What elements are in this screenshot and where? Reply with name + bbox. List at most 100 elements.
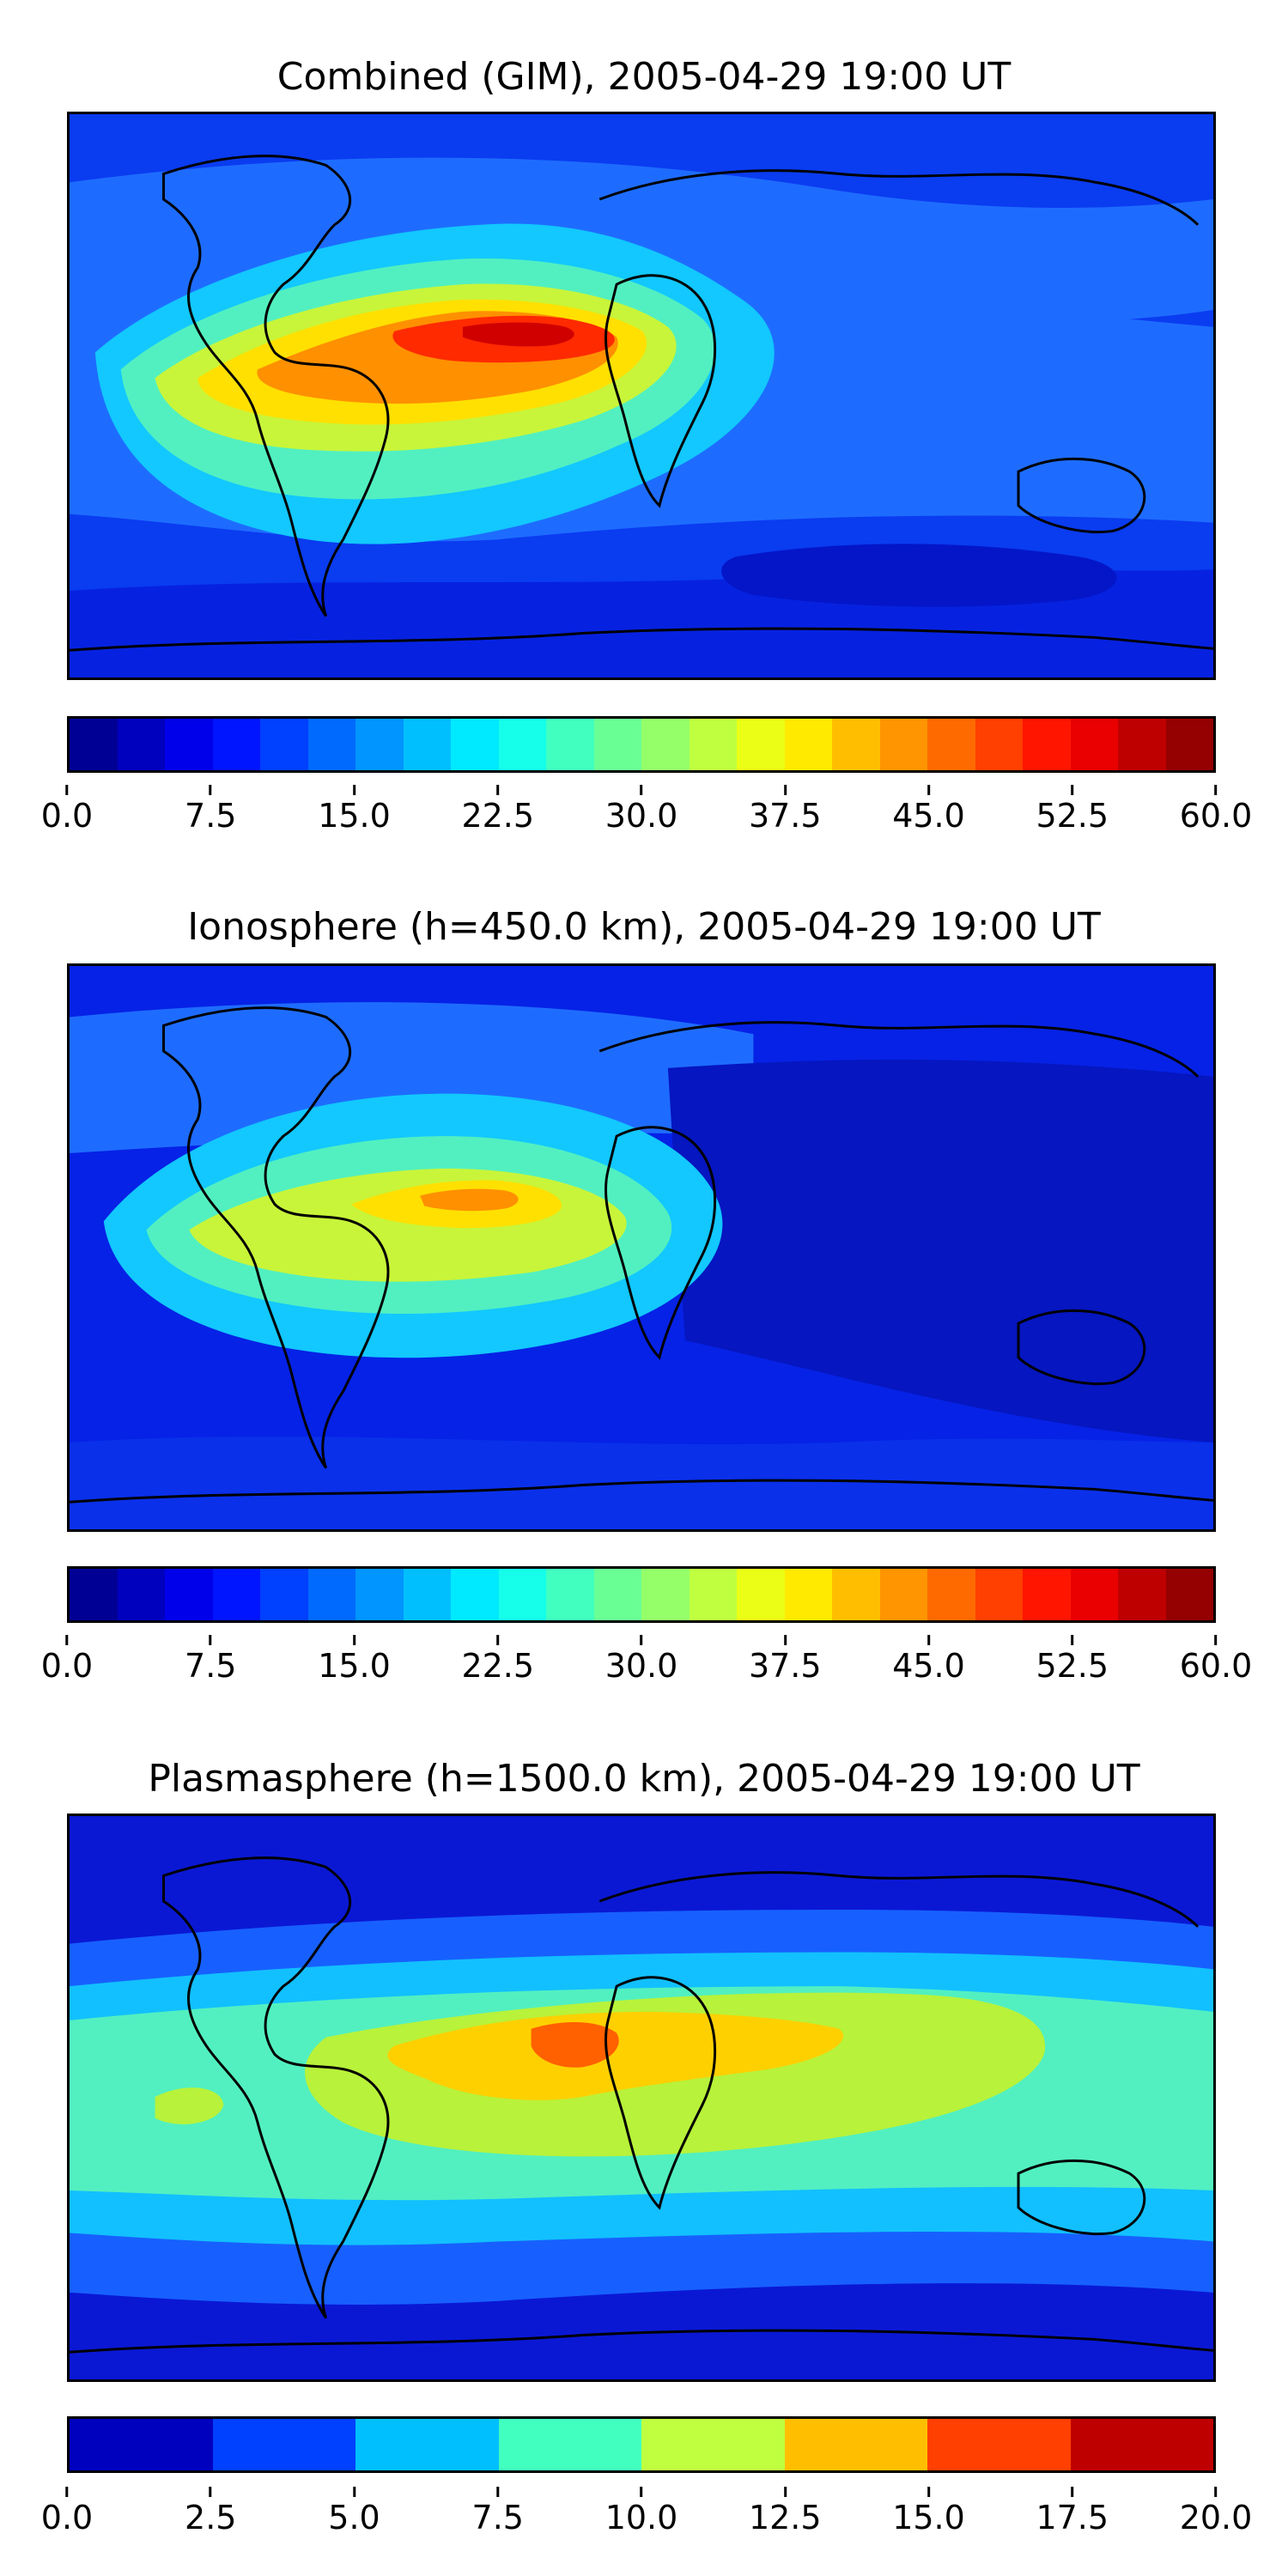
colorbar-ticks: 0.0 2.5 5.0 7.5 10.0 12.5 15.0 17.5 20.0 <box>41 2499 1253 2550</box>
coastline-eurasia <box>598 169 1200 226</box>
colorbar-tick-label: 22.5 <box>461 797 535 835</box>
coastline-americas <box>162 1006 390 1469</box>
colorbar-tick-label: 15.0 <box>318 1647 391 1685</box>
colorbar <box>67 716 1216 773</box>
map-title: Combined (GIM), 2005-04-29 19:00 UT <box>276 55 1012 99</box>
colorbar-segment <box>879 719 927 770</box>
colorbar-segment <box>927 2419 1071 2470</box>
colorbar-tick-label: 7.5 <box>471 2499 524 2537</box>
map-frame <box>67 112 1216 680</box>
colorbar-segment <box>593 719 641 770</box>
coastline-australia <box>1017 2159 1146 2235</box>
colorbar-segment <box>1070 2419 1213 2470</box>
colorbar-tick-label: 52.5 <box>1036 797 1109 835</box>
colorbar-segment <box>165 1569 213 1620</box>
contour-level <box>155 2087 224 2124</box>
colorbar-tick-label: 20.0 <box>1179 2499 1253 2537</box>
colorbar-segment <box>1118 1569 1166 1620</box>
colorbar-segment <box>593 1569 641 1620</box>
coastline-africa <box>605 1126 717 1360</box>
colorbar-tick-label: 0.0 <box>40 1647 94 1685</box>
colorbar-segment <box>403 719 451 770</box>
colorbar-tick-label: 0.0 <box>40 797 94 835</box>
colorbar-segment <box>212 719 260 770</box>
colorbar-segment <box>641 719 690 770</box>
colorbar-segment <box>784 1569 832 1620</box>
colorbar-segment <box>927 1569 975 1620</box>
colorbar-segment <box>1118 719 1166 770</box>
contour-level <box>721 544 1117 607</box>
colorbar-segment <box>117 719 165 770</box>
colorbar-segment <box>784 719 832 770</box>
colorbar-ticks: 0.0 7.5 15.0 22.5 30.0 37.5 45.0 52.5 60.0 <box>41 797 1253 848</box>
coastlines <box>70 155 1213 652</box>
colorbar-tick-label: 5.0 <box>328 2499 380 2537</box>
coastline-africa <box>605 1976 717 2210</box>
colorbar-segment <box>975 1569 1023 1620</box>
coastline-australia <box>1017 457 1146 533</box>
colorbar-tick-label: 12.5 <box>748 2499 822 2537</box>
colorbar-segment <box>212 2419 355 2470</box>
coastline-antarctica <box>70 627 1213 652</box>
colorbar-segment <box>832 1569 880 1620</box>
colorbar-segment <box>927 719 975 770</box>
colorbar-segment <box>1070 719 1118 770</box>
colorbar-segment <box>403 1569 451 1620</box>
coastline-africa <box>605 274 717 508</box>
colorbar-tick-label: 45.0 <box>892 797 965 835</box>
colorbar-segment <box>737 719 785 770</box>
colorbar-tick-label: 37.5 <box>748 797 822 835</box>
colorbar-segment <box>355 2419 499 2470</box>
colorbar-tick-label: 7.5 <box>185 797 237 835</box>
colorbar-segment <box>1070 1569 1118 1620</box>
colorbar-segment <box>70 2419 213 2470</box>
colorbar-tick-label: 37.5 <box>748 1647 822 1685</box>
colorbar-segment <box>70 1569 118 1620</box>
colorbar-segment <box>832 719 880 770</box>
colorbar-segment <box>1165 1569 1213 1620</box>
colorbar-segment <box>879 1569 927 1620</box>
coastline-eurasia <box>598 1021 1200 1078</box>
colorbar-tick-label: 15.0 <box>892 2499 965 2537</box>
colorbar-segment <box>546 719 594 770</box>
colorbar-segment <box>355 719 404 770</box>
colorbar-segment <box>1023 719 1071 770</box>
colorbar-segment <box>498 2419 641 2470</box>
map-title: Ionosphere (h=450.0 km), 2005-04-29 19:0… <box>187 905 1101 949</box>
colorbar-segment <box>975 719 1023 770</box>
colorbar-segment <box>117 1569 165 1620</box>
map-frame <box>67 963 1216 1532</box>
colorbar-segment <box>307 1569 355 1620</box>
colorbar-segment <box>546 1569 594 1620</box>
colorbar-tick-label: 22.5 <box>461 1647 535 1685</box>
colorbar-segment <box>689 1569 737 1620</box>
coastline-antarctica <box>70 2329 1213 2354</box>
colorbar-tick-label: 52.5 <box>1036 1647 1109 1685</box>
colorbar-segment <box>70 719 118 770</box>
colorbar-segment <box>498 1569 546 1620</box>
tec-map <box>70 114 1213 677</box>
colorbar-segment <box>784 2419 927 2470</box>
coastline-americas <box>162 1856 390 2319</box>
colorbar-tick-label: 7.5 <box>185 1647 237 1685</box>
map-frame <box>67 1814 1216 2382</box>
colorbar-segment <box>355 1569 404 1620</box>
colorbar-tick-label: 60.0 <box>1179 797 1253 835</box>
tec-map <box>70 966 1213 1529</box>
contour-level <box>531 2022 619 2068</box>
colorbar-tick-label: 0.0 <box>40 2499 94 2537</box>
coastline-americas <box>162 155 390 617</box>
contour-level <box>387 2011 844 2100</box>
colorbar-tick-label: 30.0 <box>605 1647 678 1685</box>
coastline-australia <box>1017 1309 1146 1385</box>
colorbar-segment <box>737 1569 785 1620</box>
contour-level <box>667 1060 1213 1443</box>
colorbar-tick-label: 15.0 <box>318 797 391 835</box>
colorbar-segment <box>1023 1569 1071 1620</box>
coastline-eurasia <box>598 1871 1200 1928</box>
colorbar <box>67 2416 1216 2473</box>
colorbar-segment <box>451 719 499 770</box>
colorbar-segment <box>307 719 355 770</box>
colorbar-segment <box>641 2419 785 2470</box>
colorbar-tick-label: 45.0 <box>892 1647 965 1685</box>
